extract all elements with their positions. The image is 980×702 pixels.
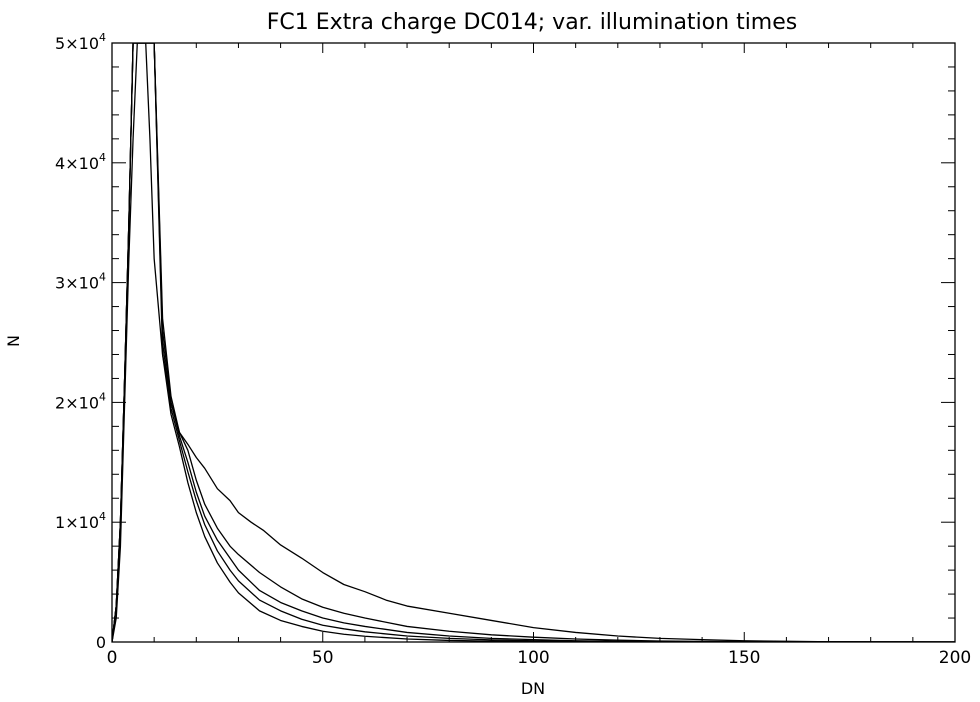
x-tick-label: 0 bbox=[107, 648, 118, 668]
y-tick-label: 5×104 bbox=[55, 31, 106, 53]
x-axis: 0 50 100 150 200 bbox=[107, 43, 971, 668]
x-tick-label: 50 bbox=[312, 648, 334, 668]
series-line-3 bbox=[112, 43, 955, 642]
series-line-4 bbox=[112, 43, 955, 642]
chart-title: FC1 Extra charge DC014; var. illuminatio… bbox=[267, 10, 798, 35]
series-layer bbox=[112, 43, 955, 642]
y-tick-label: 2×104 bbox=[55, 390, 106, 412]
series-line-5 bbox=[112, 43, 955, 642]
series-line-1 bbox=[112, 43, 955, 642]
plot-frame bbox=[111, 42, 956, 643]
y-axis-label: N bbox=[4, 335, 23, 347]
y-axis: 0 1×104 2×104 3×104 4×104 5×104 bbox=[55, 31, 955, 652]
x-tick-label: 150 bbox=[728, 648, 760, 668]
y-tick-label: 3×104 bbox=[55, 271, 106, 293]
y-tick-label: 0 bbox=[96, 633, 106, 652]
plot-area bbox=[111, 42, 956, 643]
y-tick-label: 1×104 bbox=[55, 510, 106, 532]
x-tick-label: 100 bbox=[517, 648, 549, 668]
x-axis-label: DN bbox=[521, 679, 545, 698]
series-line-2 bbox=[112, 43, 955, 642]
x-tick-label: 200 bbox=[939, 648, 971, 668]
y-tick-label: 4×104 bbox=[55, 151, 106, 173]
